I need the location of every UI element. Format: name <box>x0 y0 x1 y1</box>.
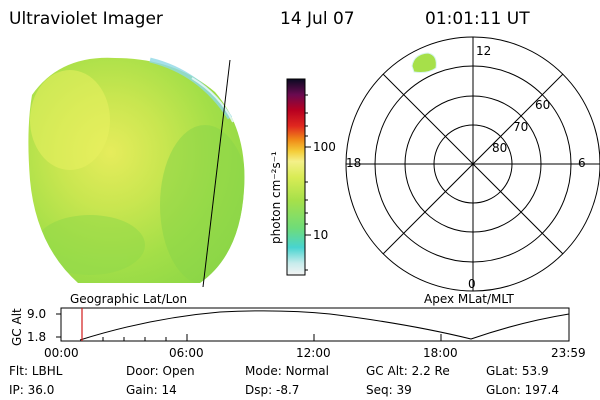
observation-date: 14 Jul 07 <box>280 9 355 29</box>
info-mode: Mode: Normal <box>245 364 329 378</box>
info-flt: Flt: LBHL <box>9 364 63 378</box>
mlat-label-60: 60 <box>535 98 551 112</box>
info-glat: GLat: 53.9 <box>486 364 549 378</box>
mlt-label-6: 6 <box>578 156 586 170</box>
colorbar-unit-label: photon cm⁻²s⁻¹ <box>269 151 283 244</box>
colorbar-tick-10: 10 <box>313 228 329 242</box>
time-tick-0000: 00:00 <box>44 346 79 360</box>
uv-earth-image <box>28 57 245 283</box>
info-gain: Gain: 14 <box>126 383 177 397</box>
intensity-colorbar <box>286 78 306 276</box>
info-door: Door: Open <box>126 364 195 378</box>
altitude-ylabel: GC Alt <box>10 308 24 346</box>
colorbar-ticks <box>305 94 311 271</box>
info-ip: IP: 36.0 <box>9 383 55 397</box>
mlt-label-12: 12 <box>476 44 492 58</box>
observation-time: 01:01:11 UT <box>425 9 530 29</box>
altitude-ytick-high: 9.0 <box>27 307 47 321</box>
apex-label: Apex MLat/MLT <box>424 292 514 306</box>
time-tick-1200: 12:00 <box>296 346 331 360</box>
mlt-label-18: 18 <box>346 156 362 170</box>
mlt-label-0: 0 <box>468 277 476 291</box>
terminator-line <box>202 59 231 288</box>
auroral-emission-patch <box>411 52 437 73</box>
instrument-title: Ultraviolet Imager <box>9 9 163 29</box>
mlat-label-80: 80 <box>492 141 508 155</box>
time-tick-2359: 23:59 <box>551 346 586 360</box>
apex-polar-plot <box>345 36 600 292</box>
info-glon: GLon: 197.4 <box>486 383 559 397</box>
info-dsp: Dsp: -8.7 <box>245 383 300 397</box>
colorbar-tick-100: 100 <box>313 140 336 154</box>
mlat-label-70: 70 <box>513 120 529 134</box>
time-tick-1800: 18:00 <box>423 346 458 360</box>
info-seq: Seq: 39 <box>366 383 412 397</box>
geographic-label: Geographic Lat/Lon <box>70 292 188 306</box>
altitude-ytick-low: 1.8 <box>27 330 47 344</box>
time-tick-0600: 06:00 <box>169 346 204 360</box>
altitude-plot <box>56 307 570 342</box>
info-gc-alt: GC Alt: 2.2 Re <box>366 364 450 378</box>
